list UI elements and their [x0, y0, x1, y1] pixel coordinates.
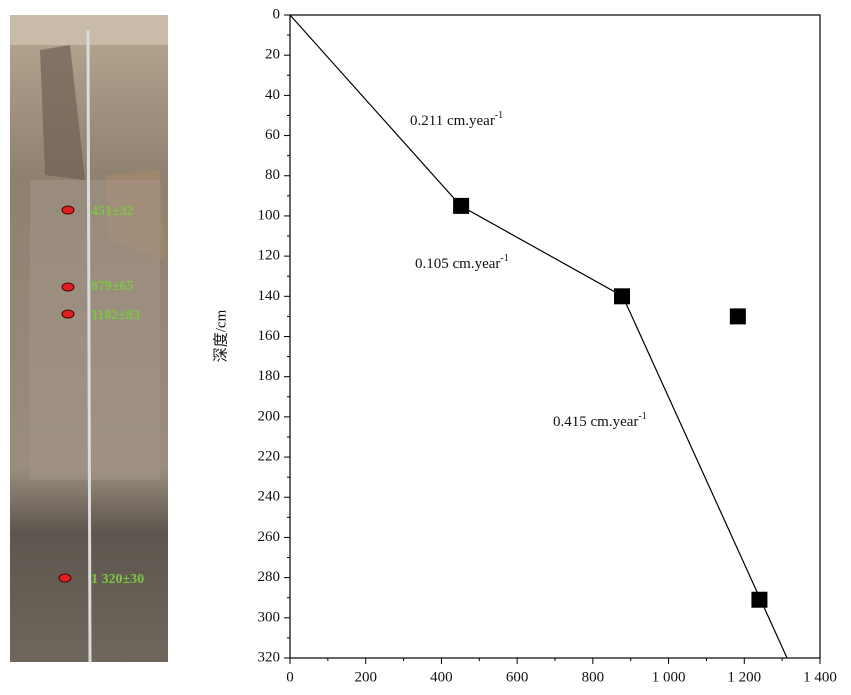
y-tick-label: 320	[258, 649, 281, 665]
data-point	[730, 308, 746, 324]
y-tick-label: 260	[258, 529, 281, 545]
sample-age: 879±65	[91, 279, 134, 294]
rate-annotation: 0.105 cm.year-1	[415, 253, 509, 272]
sample-age: 451±32	[91, 204, 134, 219]
x-tick-label: 0	[286, 669, 294, 685]
rate-text: 0.211 cm.year	[410, 113, 495, 129]
profile-face	[30, 180, 160, 480]
sample-marker	[62, 206, 74, 214]
sample-marker	[59, 574, 71, 582]
sample-age: 1182±83	[91, 308, 140, 323]
data-point	[751, 592, 767, 608]
rate-unit-exponent: -1	[638, 411, 646, 422]
data-point	[614, 288, 630, 304]
rate-unit-exponent: -1	[495, 110, 503, 121]
x-tick-label: 1 000	[652, 669, 686, 685]
photo: 451±32 879±65 1182±83 1 320±30	[10, 15, 168, 662]
y-tick-label: 220	[258, 449, 281, 465]
y-tick-label: 160	[258, 328, 281, 344]
x-tick-label: 1 200	[727, 669, 761, 685]
y-tick-label: 300	[258, 609, 281, 625]
sample-marker	[62, 283, 74, 291]
y-tick-label: 200	[258, 408, 281, 424]
y-tick-label: 20	[265, 47, 280, 63]
y-tick-label: 140	[258, 288, 281, 304]
y-tick-label: 280	[258, 569, 281, 585]
sample-marker	[62, 310, 74, 318]
y-tick-label: 240	[258, 489, 281, 505]
measuring-pole	[88, 30, 90, 662]
y-axis-label: 深度/cm	[212, 309, 229, 362]
x-tick-label: 400	[430, 669, 453, 685]
y-tick-label: 80	[265, 167, 280, 183]
data-point	[453, 198, 469, 214]
x-tick-label: 1 400	[803, 669, 837, 685]
y-tick-label: 40	[265, 87, 280, 103]
plot-frame	[290, 15, 820, 658]
y-tick-label: 180	[258, 368, 281, 384]
rate-unit-exponent: -1	[500, 253, 508, 264]
sample-age: 1 320±30	[91, 572, 144, 587]
rate-annotation: 0.211 cm.year-1	[410, 110, 503, 129]
y-tick-label: 100	[258, 207, 281, 223]
rate-text: 0.415 cm.year	[553, 414, 638, 430]
x-tick-label: 600	[506, 669, 529, 685]
y-tick-label: 0	[273, 6, 281, 22]
x-tick-label: 800	[582, 669, 605, 685]
fit-line	[290, 15, 787, 658]
figure: 451±32 879±65 1182±83 1 320±30 深度/cm 0 20…	[0, 0, 851, 690]
x-tick-label: 200	[354, 669, 377, 685]
rate-text: 0.105 cm.year	[415, 256, 500, 272]
rate-annotation: 0.415 cm.year-1	[553, 411, 647, 430]
y-tick-label: 120	[258, 248, 281, 264]
y-tick-label: 60	[265, 127, 280, 143]
